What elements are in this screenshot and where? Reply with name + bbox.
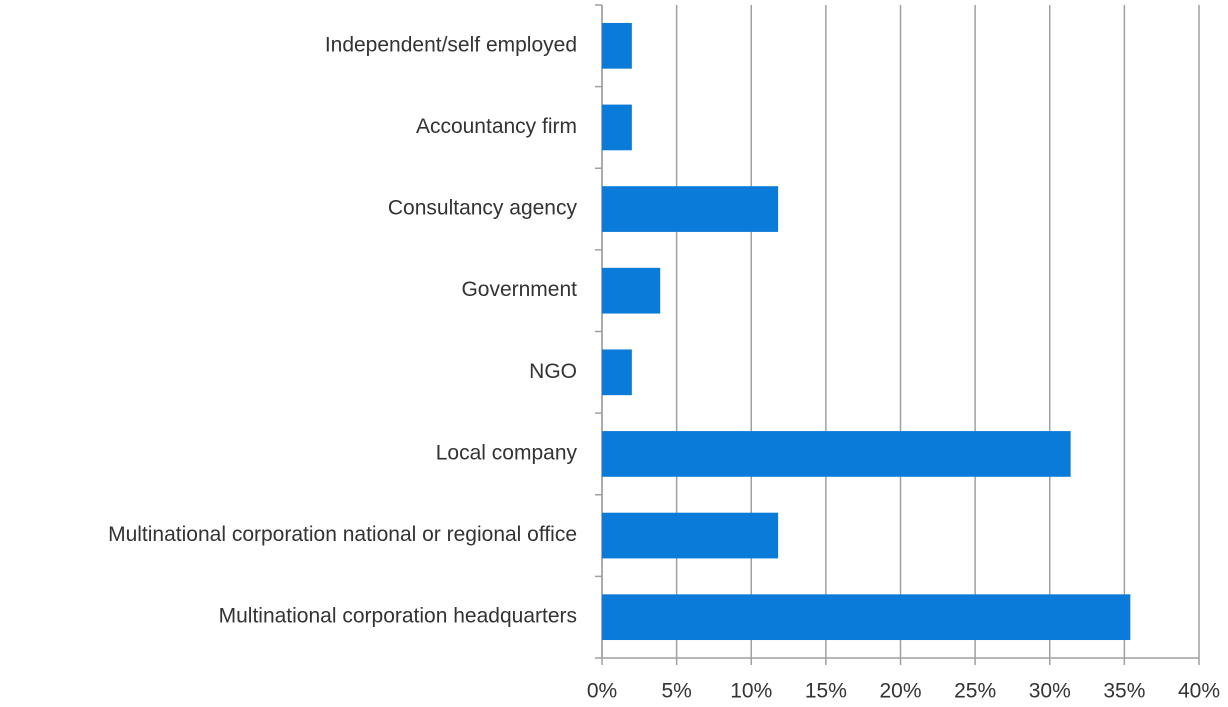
x-tick-label: 10%: [730, 680, 772, 703]
x-tick-label: 25%: [954, 680, 996, 703]
x-tick-label: 40%: [1178, 680, 1220, 703]
bar: [602, 512, 779, 559]
x-tick-label: 15%: [805, 680, 847, 703]
y-tick-label: Multinational corporation national or re…: [108, 523, 577, 546]
y-tick-label: Consultancy agency: [388, 197, 578, 220]
x-tick-label: 30%: [1029, 680, 1071, 703]
y-tick-label: Independent/self employed: [325, 33, 577, 56]
bar: [602, 267, 661, 314]
x-tick-label: 5%: [661, 680, 691, 703]
x-tick-label: 20%: [879, 680, 921, 703]
bar: [602, 431, 1071, 477]
y-tick-label: Multinational corporation headquarters: [219, 605, 577, 628]
bar: [602, 349, 632, 396]
bar: [602, 104, 632, 151]
y-tick-label: Local company: [436, 441, 578, 464]
y-tick-label: Government: [461, 278, 577, 301]
bar: [602, 594, 1131, 641]
x-tick-label: 35%: [1103, 680, 1145, 703]
bar: [602, 22, 632, 69]
x-tick-label: 0%: [587, 680, 617, 703]
y-tick-label: Accountancy firm: [416, 115, 577, 138]
bar: [602, 186, 779, 232]
y-tick-label: NGO: [529, 360, 577, 383]
